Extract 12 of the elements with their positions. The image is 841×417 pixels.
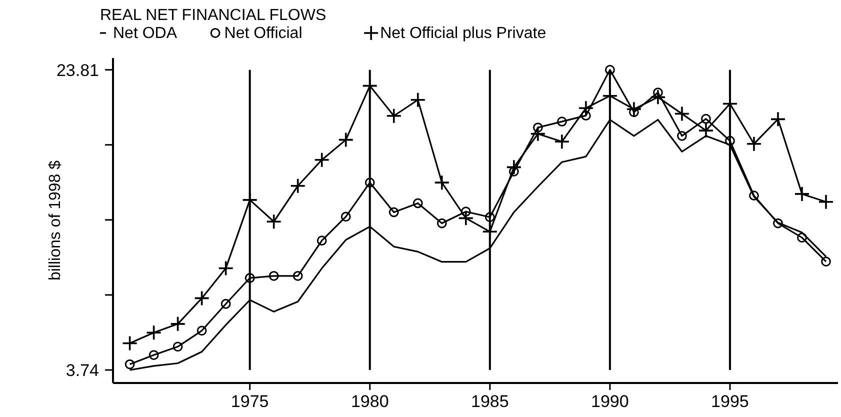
- legend-label: Net ODA: [113, 25, 178, 42]
- chart-title: REAL NET FINANCIAL FLOWS: [100, 7, 326, 24]
- x-tick-label: 1990: [591, 392, 629, 411]
- x-tick-label: 1980: [350, 392, 389, 411]
- legend-label: Net Official plus Private: [380, 25, 546, 42]
- x-tick-label: 1975: [230, 392, 269, 411]
- y-axis-title: billions of 1998 $: [47, 160, 64, 281]
- legend-label: Net Official: [224, 25, 302, 42]
- y-tick-label: 3.74: [66, 360, 99, 380]
- x-tick-label: 1995: [711, 392, 749, 411]
- x-tick-label: 1985: [470, 392, 509, 411]
- y-tick-label: 23.81: [56, 60, 99, 80]
